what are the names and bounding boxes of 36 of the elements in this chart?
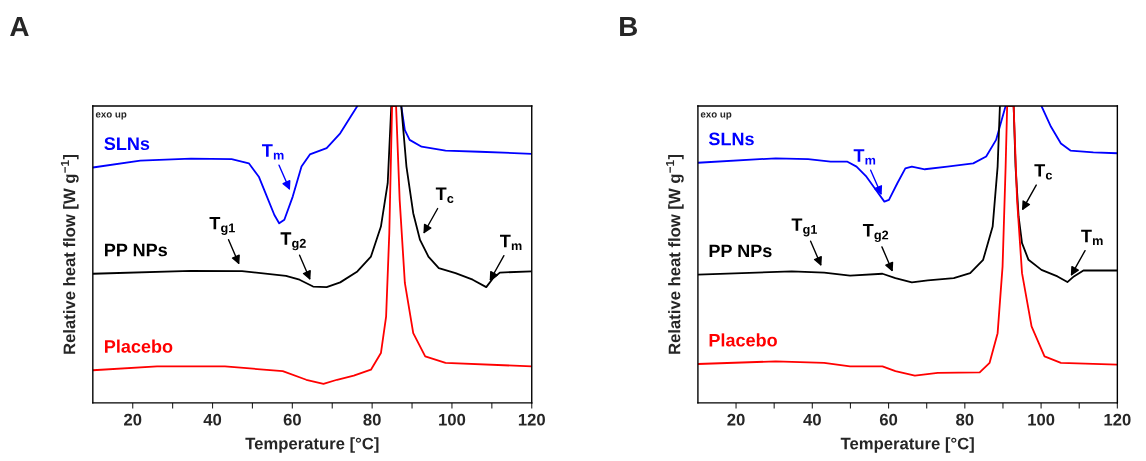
x-tick-label: 20 <box>727 413 745 426</box>
x-tick-label: 20 <box>124 413 142 426</box>
x-tick-label: 60 <box>283 413 301 426</box>
annotation: T$_{c}$ <box>1034 164 1053 180</box>
x-tick-label: 40 <box>203 413 222 426</box>
annotation: T$_{m}$ <box>1081 229 1103 246</box>
series-label: PP NPs <box>105 243 167 257</box>
x-axis-title: Temperature [°C] <box>840 437 974 453</box>
x-tick-label: 80 <box>363 413 381 426</box>
x-axis-title: Temperature [°C] <box>245 437 379 453</box>
x-tick-label: 60 <box>879 413 898 426</box>
series-label: SLNs <box>104 137 150 151</box>
x-tick-label: 120 <box>518 413 545 426</box>
y-axis-title: Relative heat flow [W g$^{−1}$] <box>666 154 684 354</box>
chart-title: B <box>620 16 638 37</box>
series-label: SLNs <box>708 132 754 146</box>
annotation: T$_{g1}$ <box>791 218 817 237</box>
annotation: T$_{g1}$ <box>209 216 235 235</box>
annotation: T$_{m}$ <box>262 144 284 160</box>
legend-label: PP NPs <box>709 244 772 258</box>
x-tick-label: 40 <box>803 413 821 426</box>
x-tick-label: 120 <box>1104 413 1131 426</box>
series-label: Placebo <box>709 333 777 347</box>
annotation: T$_{m}$ <box>499 234 522 251</box>
series-label: Placebo <box>105 339 173 353</box>
annotation: T$_{c}$ <box>435 187 454 204</box>
annotation: T$_{m}$ <box>853 149 876 165</box>
chart-title: A <box>10 16 29 37</box>
annotation: exo up <box>700 112 732 120</box>
x-tick-label: 100 <box>439 413 466 426</box>
annotation: T$_{g2}$ <box>862 224 889 243</box>
x-tick-label: 100 <box>1028 413 1055 426</box>
x-tick-label: 80 <box>956 413 974 426</box>
y-axis-title: Relative heat flow [W g$^{−1}$] <box>60 154 79 354</box>
annotation: T$_{g2}$ <box>280 232 306 251</box>
annotation: exo up <box>95 112 127 120</box>
